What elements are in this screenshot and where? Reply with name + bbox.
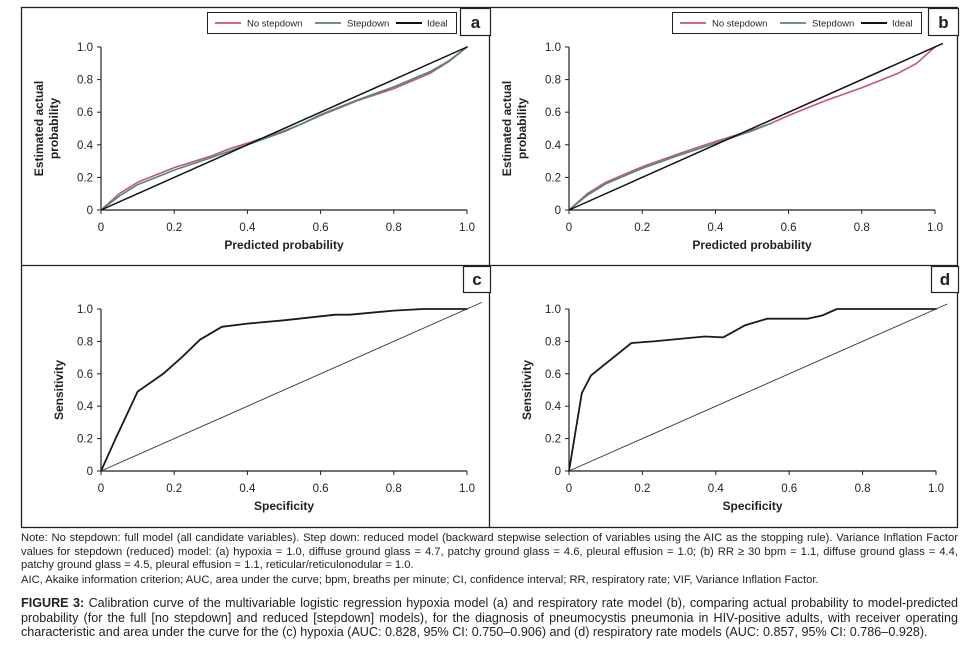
y-tick-label: 1.0 (77, 304, 93, 316)
y-tick-label: 0.2 (77, 434, 93, 446)
panel-label-box (459, 7, 492, 37)
series-line-reference (568, 303, 948, 472)
panel-label-box (462, 265, 492, 294)
y-axis-label-line: probability (47, 98, 61, 160)
y-tick-label: 1.0 (77, 42, 93, 54)
x-tick-label: 0 (566, 222, 572, 234)
y-tick-label: 0 (555, 466, 561, 478)
y-axis-label-line: probability (515, 98, 529, 160)
legend-label: Ideal (892, 19, 913, 30)
figure-abbreviations: AIC, Akaike information criterion; AUC, … (21, 574, 819, 586)
chart-panel-a: a 0 0.2 0.4 0.6 0.8 1.0 0 0.2 0.4 0.6 0.8 1.0 Predict… (32, 7, 492, 252)
y-tick-label: 0.8 (545, 336, 561, 348)
y-axis-label: Sensitivity (52, 360, 66, 420)
legend: No stepdown Stepdown Ideal (207, 12, 457, 34)
panel-label: b (938, 13, 948, 32)
x-tick-label: 0 (98, 222, 104, 234)
y-tick-label: 0.8 (545, 75, 561, 87)
panel-label-box (930, 265, 960, 294)
series-line-ideal (100, 46, 468, 211)
y-tick-label: 0.4 (545, 401, 562, 413)
series-line-reference (100, 302, 483, 472)
x-tick-label: 0.8 (386, 483, 402, 495)
y-tick-label: 0.6 (545, 107, 561, 119)
legend-label: No stepdown (712, 19, 767, 30)
y-axis-label: Estimated actualprobability (32, 81, 61, 176)
legend-label: Ideal (427, 19, 448, 30)
legend-label: Stepdown (347, 19, 389, 30)
x-tick-label: 0.8 (854, 222, 870, 234)
figure-panels: a 0 0.2 0.4 0.6 0.8 1.0 0 0.2 0.4 0.6 0.8 1.0 Predict… (20, 6, 960, 529)
y-tick-label: 0.6 (77, 369, 93, 381)
y-axis-label-line: Estimated actual (32, 81, 46, 176)
x-axis-label: Specificity (254, 499, 314, 513)
figure-note: Note: No stepdown: full model (all candi… (21, 532, 958, 572)
y-tick-label: 0.2 (545, 172, 561, 184)
y-tick-label: 0.8 (77, 336, 93, 348)
y-tick-label: 0.2 (77, 172, 93, 184)
chart-panel-d: d 0 0.2 0.4 0.6 0.8 1.0 0 0.2 0.4 0.6 0.8 1.0 Specifi… (520, 265, 960, 513)
y-tick-label: 1.0 (545, 304, 561, 316)
series-line-no-stepdown (100, 46, 468, 211)
figure-caption: FIGURE 3: Calibration curve of the multi… (21, 596, 958, 640)
y-tick-label: 0.4 (77, 140, 94, 152)
figure-label: FIGURE 3: (21, 596, 85, 610)
y-axis-label: Sensitivity (520, 360, 534, 420)
chart-panel-c: c 0 0.2 0.4 0.6 0.8 1.0 0 0.2 0.4 0.6 0.8 1.0 Specifi… (52, 265, 492, 513)
x-tick-label: 1.0 (927, 222, 943, 234)
x-tick-label: 0.6 (781, 222, 797, 234)
x-tick-label: 0 (98, 483, 104, 495)
x-tick-label: 1.0 (928, 483, 944, 495)
y-axis-label: Estimated actualprobability (500, 81, 529, 176)
x-axis-label: Specificity (722, 499, 782, 513)
x-tick-label: 0.2 (166, 222, 182, 234)
x-tick-label: 1.0 (459, 222, 475, 234)
x-tick-label: 0.8 (855, 483, 871, 495)
series-line-roc (100, 308, 468, 472)
y-tick-label: 0.2 (545, 434, 561, 446)
y-tick-label: 0.8 (77, 75, 93, 87)
y-tick-label: 1.0 (545, 42, 561, 54)
panel-label: d (940, 270, 950, 289)
x-tick-label: 0.6 (781, 483, 797, 495)
y-tick-label: 0 (87, 466, 93, 478)
legend-label: Stepdown (812, 19, 854, 30)
x-tick-label: 0.4 (708, 483, 725, 495)
x-tick-label: 0.2 (634, 222, 650, 234)
chart-panel-b: b 0 0.2 0.4 0.6 0.8 1.0 0 0.2 0.4 0.6 0.8 1.0 Predict… (500, 7, 960, 252)
y-axis-label-line: Estimated actual (500, 81, 514, 176)
y-tick-label: 0 (555, 205, 561, 217)
x-axis-label: Predicted probability (224, 238, 344, 252)
x-tick-label: 0.6 (313, 222, 329, 234)
x-tick-label: 0 (566, 483, 572, 495)
series-line-ideal (568, 42, 944, 211)
x-tick-label: 0.2 (166, 483, 182, 495)
y-tick-label: 0.6 (545, 369, 561, 381)
x-tick-label: 1.0 (459, 483, 475, 495)
legend-label: No stepdown (247, 19, 302, 30)
x-tick-label: 0.6 (313, 483, 329, 495)
y-tick-label: 0 (87, 205, 93, 217)
y-tick-label: 0.4 (545, 140, 562, 152)
x-axis-label: Predicted probability (692, 238, 812, 252)
legend: No stepdown Stepdown Ideal (672, 12, 922, 34)
panel-label: c (472, 270, 481, 289)
series-line-stepdown (100, 46, 468, 211)
x-tick-label: 0.4 (239, 222, 256, 234)
x-tick-label: 0.4 (239, 483, 256, 495)
x-tick-label: 0.4 (707, 222, 724, 234)
y-tick-label: 0.4 (77, 401, 94, 413)
series-line-stepdown (568, 122, 772, 211)
panel-label: a (471, 13, 481, 32)
y-tick-label: 0.6 (77, 107, 93, 119)
series-line-roc (568, 308, 937, 472)
panel-label-box (927, 7, 960, 37)
x-tick-label: 0.8 (386, 222, 402, 234)
x-tick-label: 0.2 (634, 483, 650, 495)
figure-caption-text: Calibration curve of the multivariable l… (21, 596, 958, 640)
